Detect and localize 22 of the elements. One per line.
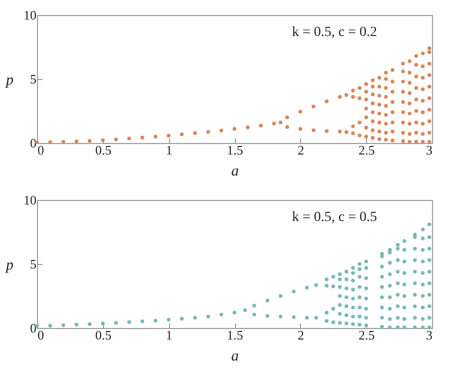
y-axis-title: p: [5, 258, 14, 274]
y-tick-label: 10: [24, 192, 36, 208]
y-tick-label: 5: [30, 72, 36, 86]
y-axis-title: p: [5, 72, 14, 88]
x-tick-label: 1.5: [226, 328, 244, 342]
annotation: k = 0.5, c = 0.5: [292, 210, 377, 225]
x-tick-label: 1: [166, 328, 172, 342]
x-tick-label: 0.5: [95, 328, 112, 342]
y-tick-label: 10: [24, 8, 36, 22]
x-tick-label: 3: [426, 142, 432, 158]
x-tick-label: 2.5: [358, 328, 375, 342]
x-tick-label: 2.5: [358, 142, 375, 158]
x-tick-label: 2: [298, 328, 304, 342]
x-tick-label: 3: [426, 328, 432, 342]
x-tick-label: 0.5: [95, 142, 112, 158]
x-tick-label: 2: [298, 142, 304, 158]
annotation: k = 0.5, c = 0.2: [292, 25, 377, 40]
x-axis-title: a: [231, 164, 239, 180]
y-tick-label: 5: [30, 256, 36, 272]
x-axis-title: a: [231, 348, 239, 364]
x-tick-label: 1.5: [226, 142, 244, 158]
x-tick-label: 1: [166, 142, 172, 158]
